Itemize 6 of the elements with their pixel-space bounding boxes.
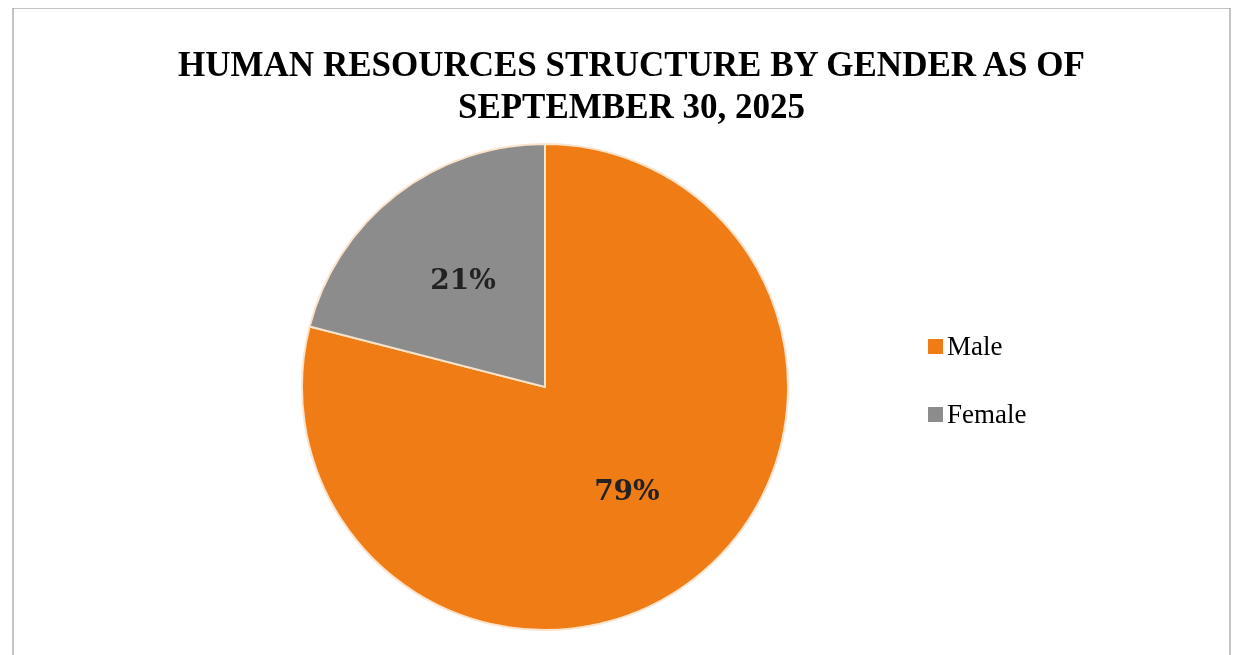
legend-label: Female xyxy=(947,399,1027,429)
data-label: 79% xyxy=(594,474,660,508)
pie-slice xyxy=(301,143,789,631)
legend-label: Male xyxy=(947,331,1003,361)
chart-title: HUMAN RESOURCES STRUCTURE BY GENDER AS OF SEPTEMBER 30, 2025 xyxy=(178,45,1085,126)
data-label: 21% xyxy=(430,262,496,296)
